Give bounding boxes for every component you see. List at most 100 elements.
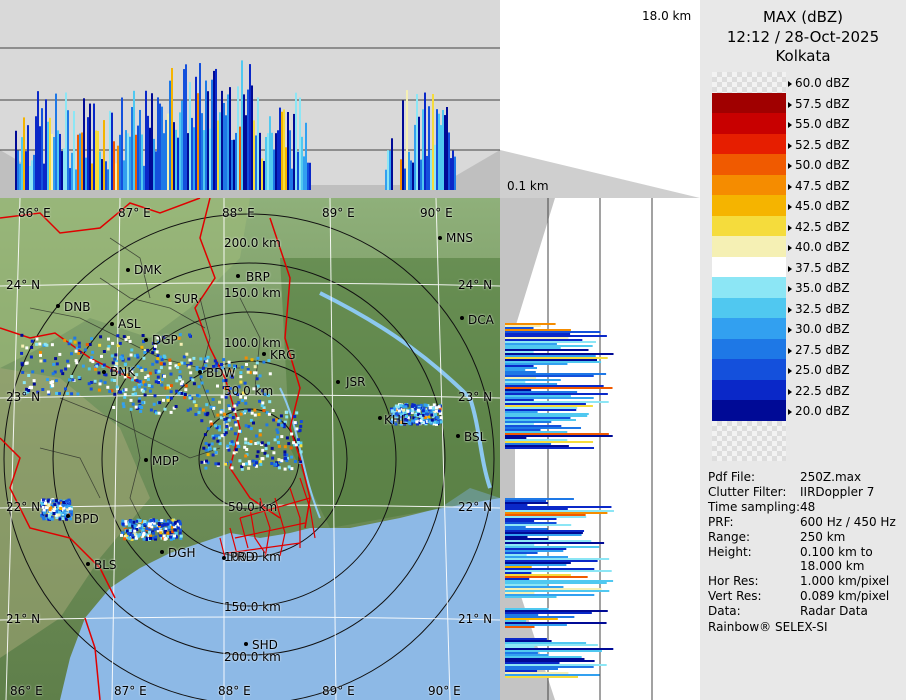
echo-pixel <box>70 375 74 378</box>
info-key: Hor Res: <box>708 574 759 588</box>
echo-pixel <box>138 397 142 401</box>
city-dot <box>460 316 464 320</box>
echo-pixel <box>216 384 219 388</box>
echo-pixel <box>123 363 127 366</box>
echo-pixel <box>170 396 173 400</box>
echo-pixel <box>204 364 208 368</box>
echo-pixel <box>166 395 169 399</box>
echo-pixel <box>244 396 247 400</box>
echo-pixel <box>77 375 81 379</box>
echo-row <box>505 538 549 540</box>
echo-pixel <box>98 343 102 347</box>
info-key: Vert Res: <box>708 589 762 603</box>
echo-column <box>273 149 275 190</box>
echo-column <box>446 107 448 190</box>
legend-swatch <box>712 318 786 339</box>
echo-pixel <box>271 456 275 460</box>
radar-map[interactable]: 86° E 87° E 88° E 89° E 90° E 86° E 87° … <box>0 198 500 700</box>
echo-pixel <box>218 442 222 446</box>
echo-pixel <box>147 534 151 538</box>
legend-swatch <box>712 236 786 257</box>
echo-pixel <box>154 369 158 373</box>
echo-pixel <box>417 419 421 423</box>
echo-column <box>448 132 450 190</box>
echo-pixel <box>62 501 66 504</box>
echo-pixel <box>123 537 127 541</box>
echo-pixel <box>156 357 160 361</box>
echo-column <box>265 136 267 190</box>
echo-pixel <box>271 409 275 412</box>
echo-pixel <box>136 364 140 368</box>
echo-column <box>213 70 215 190</box>
echo-column <box>442 109 444 190</box>
echo-pixel <box>135 373 139 377</box>
echo-pixel <box>67 504 71 508</box>
echo-pixel <box>263 392 267 396</box>
echo-pixel <box>29 355 33 359</box>
echo-pixel <box>58 392 61 396</box>
echo-pixel <box>65 392 69 396</box>
echo-pixel <box>225 424 229 428</box>
legend-swatch <box>712 277 786 298</box>
echo-pixel <box>412 416 416 420</box>
echo-pixel <box>153 527 157 531</box>
echo-pixel <box>89 387 93 391</box>
echo-pixel <box>69 513 73 517</box>
echo-pixel <box>137 399 141 403</box>
echo-pixel <box>140 524 144 528</box>
echo-pixel <box>226 444 230 448</box>
echo-pixel <box>160 378 164 382</box>
echo-pixel <box>52 512 56 515</box>
echo-pixel <box>290 432 294 436</box>
echo-pixel <box>406 416 410 420</box>
echo-column <box>259 132 261 190</box>
echo-pixel <box>146 348 150 352</box>
echo-pixel <box>54 357 58 361</box>
echo-row <box>505 646 535 648</box>
echo-pixel <box>432 403 436 407</box>
echo-pixel <box>258 460 262 464</box>
echo-pixel <box>255 434 258 438</box>
echo-row <box>505 560 598 562</box>
legend-swatch <box>712 400 786 421</box>
echo-pixel <box>150 525 154 529</box>
echo-column <box>237 86 239 190</box>
legend-label: 52.5 dBZ <box>795 137 850 152</box>
echo-pixel <box>255 454 259 458</box>
echo-column <box>263 160 265 190</box>
echo-pixel <box>142 340 146 344</box>
echo-pixel <box>203 433 207 437</box>
echo-pixel <box>243 409 247 413</box>
echo-pixel <box>243 381 247 385</box>
legend-tick-icon <box>788 265 792 272</box>
echo-pixel <box>228 407 232 411</box>
echo-pixel <box>293 421 297 425</box>
echo-pixel <box>172 406 176 410</box>
echo-column <box>454 156 456 190</box>
echo-column <box>91 163 93 190</box>
echo-pixel <box>216 439 220 443</box>
echo-pixel <box>434 409 438 413</box>
echo-pixel <box>413 420 417 424</box>
echo-pixel <box>393 417 397 421</box>
echo-pixel <box>437 409 441 413</box>
echo-pixel <box>135 519 139 523</box>
echo-column <box>119 134 121 190</box>
side-cross-section-plot <box>500 198 653 700</box>
echo-pixel <box>143 520 147 523</box>
legend-tick-icon <box>788 245 792 251</box>
echo-pixel <box>163 523 167 527</box>
echo-column <box>426 155 428 190</box>
echo-row <box>505 435 613 437</box>
echo-pixel <box>202 446 206 450</box>
echo-pixel <box>135 535 139 539</box>
echo-pixel <box>194 412 198 416</box>
echo-pixel <box>422 406 426 410</box>
echo-pixel <box>199 357 203 361</box>
echo-column <box>197 93 199 190</box>
echo-pixel <box>265 411 269 415</box>
echo-pixel <box>63 516 67 520</box>
echo-pixel <box>264 447 268 451</box>
echo-column <box>293 113 295 190</box>
echo-row <box>505 582 607 584</box>
